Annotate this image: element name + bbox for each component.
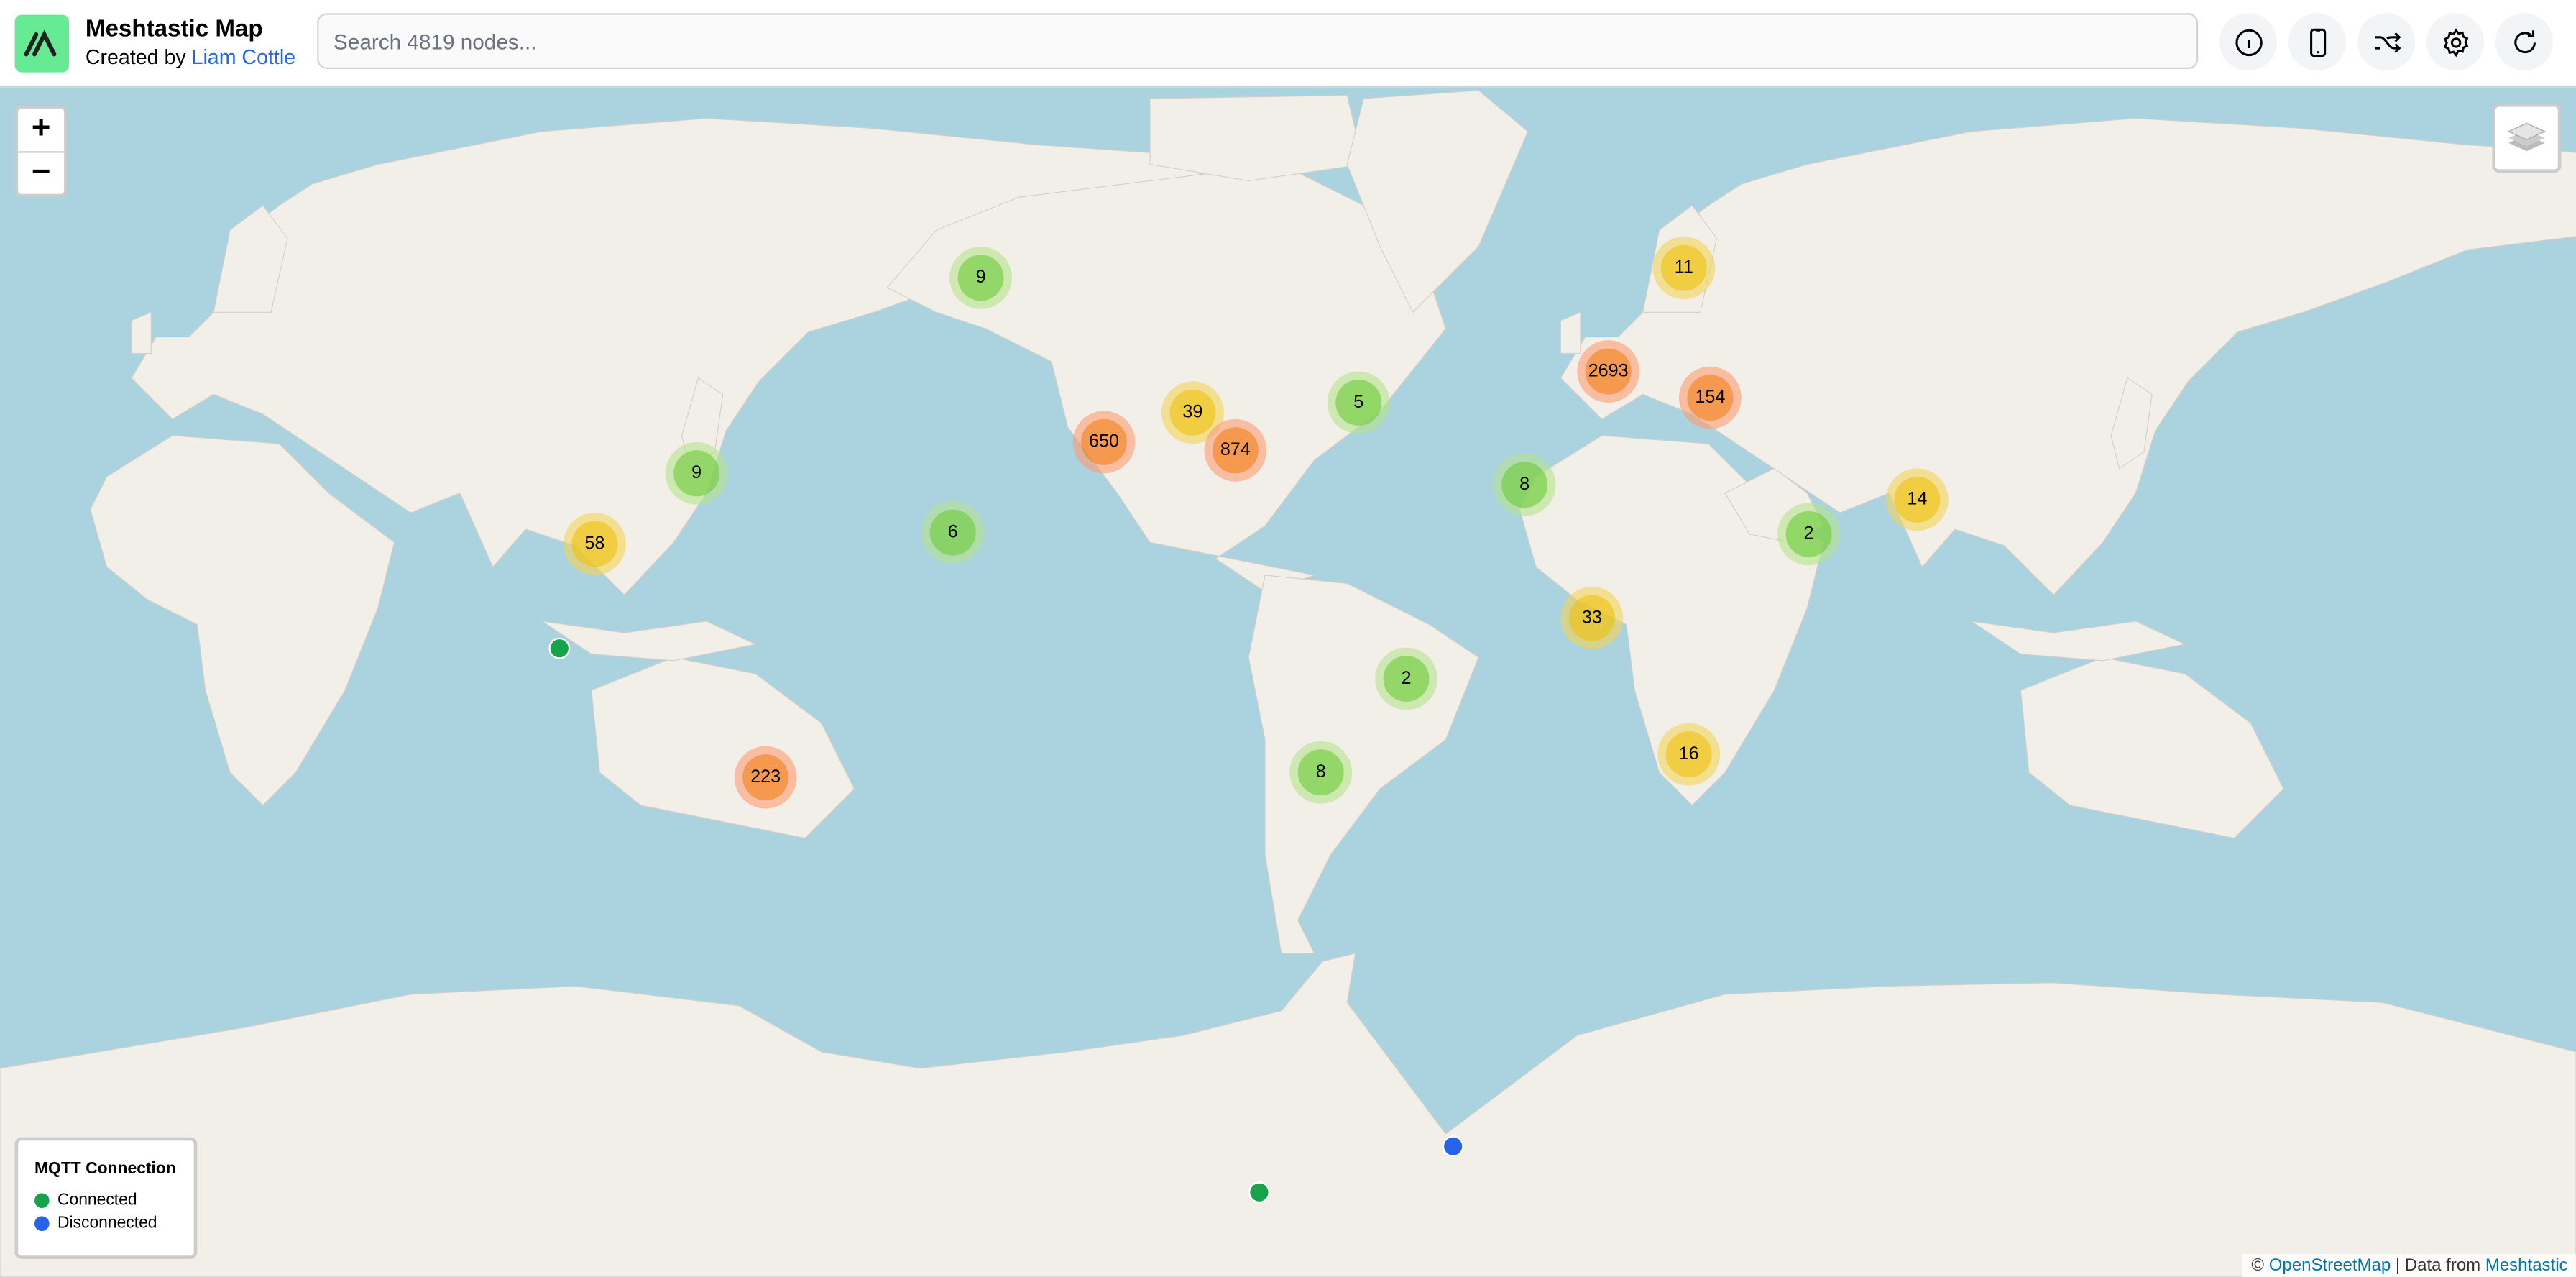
land-area bbox=[1346, 90, 1529, 313]
cluster-count: 8 bbox=[1501, 462, 1548, 508]
cluster-count: 58 bbox=[571, 521, 618, 567]
land-area bbox=[213, 204, 288, 313]
land-area bbox=[1149, 94, 1364, 182]
osm-link[interactable]: OpenStreetMap bbox=[2268, 1255, 2391, 1276]
land-area bbox=[886, 163, 1447, 592]
land-area bbox=[131, 311, 152, 354]
cluster-count: 6 bbox=[929, 509, 976, 556]
cluster-count: 874 bbox=[1212, 427, 1259, 474]
cluster-count: 2 bbox=[1383, 655, 1430, 702]
node-cluster[interactable]: 33 bbox=[1560, 586, 1624, 649]
search-input[interactable] bbox=[317, 13, 2199, 69]
node-cluster[interactable]: 14 bbox=[1885, 468, 1949, 531]
node-cluster[interactable]: 6 bbox=[921, 501, 985, 564]
legend-label: Connected bbox=[57, 1191, 137, 1210]
green-dot-icon bbox=[34, 1193, 50, 1208]
land-area bbox=[1248, 575, 1479, 954]
gear-icon bbox=[2442, 27, 2468, 57]
info-button[interactable] bbox=[2219, 13, 2277, 71]
land-area bbox=[2020, 656, 2284, 839]
node-cluster[interactable]: 11 bbox=[1652, 237, 1716, 299]
node-cluster[interactable]: 2693 bbox=[1577, 340, 1640, 403]
refresh-button[interactable] bbox=[2495, 13, 2553, 71]
land-area bbox=[2110, 377, 2153, 470]
author-link[interactable]: Liam Cottle bbox=[191, 45, 296, 69]
app-title: Meshtastic Map bbox=[85, 16, 263, 43]
info-icon bbox=[2235, 28, 2262, 55]
land-area bbox=[1971, 621, 2186, 662]
node-cluster[interactable]: 154 bbox=[1678, 366, 1742, 429]
basemap bbox=[0, 90, 2576, 1277]
cluster-count: 16 bbox=[1665, 731, 1712, 778]
blue-dot-icon bbox=[34, 1216, 50, 1231]
zoom-control: + − bbox=[14, 105, 68, 198]
node-cluster[interactable]: 58 bbox=[563, 513, 626, 575]
land-area bbox=[0, 952, 2576, 1277]
cluster-count: 14 bbox=[1894, 476, 1941, 523]
cluster-count: 9 bbox=[673, 450, 720, 497]
node-marker-connected[interactable] bbox=[1248, 1181, 1270, 1204]
layers-button[interactable] bbox=[2492, 103, 2562, 173]
node-cluster[interactable]: 5 bbox=[1327, 371, 1390, 434]
cluster-count: 9 bbox=[957, 255, 1004, 301]
phone-icon bbox=[2309, 27, 2326, 56]
cluster-count: 223 bbox=[742, 754, 789, 801]
cluster-count: 39 bbox=[1169, 389, 1216, 436]
shuffle-button[interactable] bbox=[2357, 13, 2415, 71]
device-button[interactable] bbox=[2288, 13, 2346, 71]
legend-label: Disconnected bbox=[57, 1214, 157, 1233]
land-area bbox=[591, 656, 855, 839]
node-cluster[interactable]: 8 bbox=[1493, 453, 1556, 516]
app-subtitle: Created by Liam Cottle bbox=[86, 46, 295, 69]
node-cluster[interactable]: 650 bbox=[1072, 411, 1136, 474]
meshtastic-link[interactable]: Meshtastic bbox=[2485, 1255, 2568, 1276]
cluster-count: 2693 bbox=[1585, 348, 1632, 395]
copyright: © bbox=[2251, 1255, 2269, 1276]
cluster-count: 154 bbox=[1687, 375, 1734, 421]
node-marker-disconnected[interactable] bbox=[1442, 1135, 1464, 1158]
cluster-count: 11 bbox=[1660, 244, 1707, 291]
attribution: © OpenStreetMap | Data from Meshtastic bbox=[2242, 1253, 2576, 1277]
zoom-in-button[interactable]: + bbox=[18, 109, 65, 153]
cluster-count: 650 bbox=[1080, 418, 1127, 465]
cluster-count: 5 bbox=[1335, 379, 1382, 426]
refresh-icon bbox=[2513, 29, 2535, 52]
zoom-out-button[interactable]: − bbox=[31, 154, 51, 191]
subtitle-prefix: Created by bbox=[85, 45, 192, 69]
legend-item-connected: Connected bbox=[34, 1191, 178, 1209]
node-cluster[interactable]: 8 bbox=[1289, 741, 1353, 804]
node-cluster[interactable]: 16 bbox=[1657, 723, 1721, 786]
land-area bbox=[541, 621, 758, 662]
layers-icon bbox=[2507, 122, 2547, 152]
shuffle-icon bbox=[2373, 31, 2401, 52]
cluster-count: 2 bbox=[1785, 511, 1832, 557]
node-cluster[interactable]: 9 bbox=[665, 441, 728, 505]
node-cluster[interactable]: 2 bbox=[1375, 647, 1438, 710]
attribution-separator: | Data from bbox=[2391, 1255, 2485, 1276]
cluster-count: 8 bbox=[1297, 749, 1344, 796]
legend-title: MQTT Connection bbox=[34, 1160, 176, 1178]
node-marker-connected[interactable] bbox=[548, 637, 571, 659]
land-area bbox=[90, 435, 395, 806]
meshtastic-logo bbox=[14, 14, 69, 73]
map[interactable]: + − 9 11 2693 154 5 39 650 874 9 8 14 58 6 2 33 2 223 8 16… bbox=[0, 87, 2576, 1277]
top-bar: Meshtastic Map Created by Liam Cottle bbox=[0, 0, 2576, 88]
node-cluster[interactable]: 874 bbox=[1204, 418, 1267, 482]
node-cluster[interactable]: 2 bbox=[1777, 503, 1840, 566]
cluster-count: 33 bbox=[1568, 595, 1615, 641]
mqtt-legend: MQTT Connection Connected Disconnected bbox=[14, 1137, 198, 1259]
node-cluster[interactable]: 9 bbox=[949, 246, 1012, 309]
node-cluster[interactable]: 223 bbox=[734, 746, 797, 809]
land-area bbox=[1560, 311, 1581, 354]
settings-button[interactable] bbox=[2426, 13, 2484, 71]
legend-item-disconnected: Disconnected bbox=[34, 1214, 178, 1232]
